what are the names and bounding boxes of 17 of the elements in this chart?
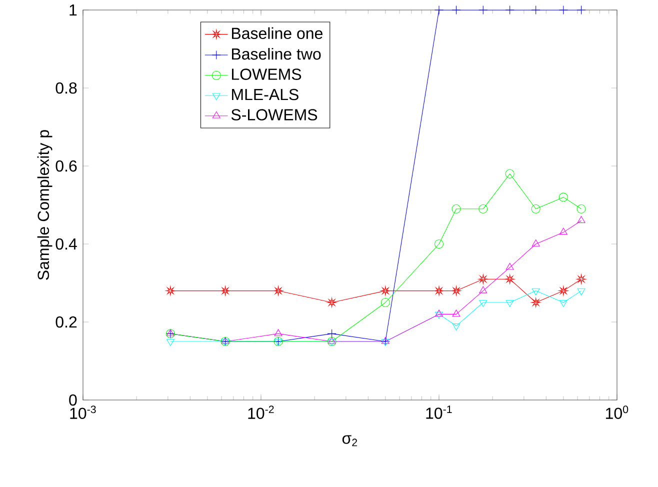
legend-label: LOWEMS [232,68,302,80]
x-tick-label: 10$^{-2}$ [248,406,274,419]
y-tick-label: 0.4 [56,238,77,250]
y-axis-title: Sample Complexity p [37,130,52,280]
y-tick-label: 1 [70,4,77,16]
y-tick-label: 0.8 [56,82,77,94]
y-tick-label: 0 [69,394,77,406]
x-axis-title: σ$_{2}$ [342,435,358,446]
legend-label: MLE-ALS [232,88,298,100]
legend-label: Baseline two [232,48,321,60]
x-tick-label: 10$^{-1}$ [426,406,452,419]
y-tick-label: 0.2 [56,316,77,328]
y-tick-label: 0.6 [56,160,77,172]
x-tick-label: 10$^{0}$ [606,406,628,419]
legend-label: S-LOWEMS [231,109,318,120]
legend-label: Baseline one [232,27,322,40]
x-tick-label: 10$^{-3}$ [70,406,96,419]
